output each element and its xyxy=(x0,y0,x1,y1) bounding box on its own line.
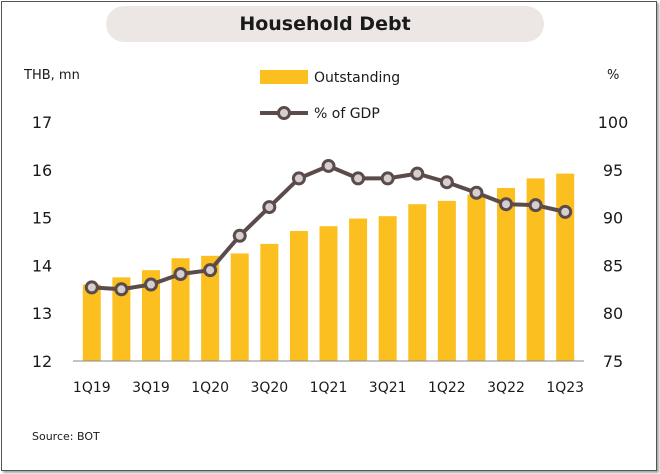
bar-1Q20 xyxy=(201,255,220,361)
gdp-point-4Q20 xyxy=(291,171,306,186)
right-tick-label: 80 xyxy=(603,304,623,323)
bar-4Q20 xyxy=(289,230,308,361)
left-tick-label: 13 xyxy=(32,304,52,323)
gdp-point-1Q20 xyxy=(203,263,218,278)
x-tick-label: 1Q19 xyxy=(73,380,111,396)
bar-2Q19 xyxy=(112,277,131,361)
gdp-point-2Q22 xyxy=(469,185,484,200)
gdp-point-2Q19 xyxy=(114,282,129,297)
bar-1Q22 xyxy=(437,200,456,361)
bar-2Q22 xyxy=(467,194,486,361)
x-tick-label: 3Q19 xyxy=(132,380,170,396)
gdp-point-3Q21 xyxy=(380,171,395,186)
x-tick-label: 3Q20 xyxy=(250,380,288,396)
legend-outstanding: Outstanding xyxy=(314,70,400,86)
x-tick-label: 1Q21 xyxy=(310,380,348,396)
gdp-point-1Q23 xyxy=(558,204,573,219)
bar-4Q19 xyxy=(171,258,190,361)
source-note: Source: BOT xyxy=(32,430,100,443)
legend-gdp: % of GDP xyxy=(314,106,380,122)
gdp-point-4Q21 xyxy=(410,166,425,181)
bar-1Q19 xyxy=(82,284,101,361)
gdp-point-1Q21 xyxy=(321,158,336,173)
gdp-point-2Q21 xyxy=(351,171,366,186)
left-tick-label: 12 xyxy=(32,352,52,371)
right-tick-label: 75 xyxy=(603,352,623,371)
gdp-point-3Q19 xyxy=(143,277,158,292)
legend-bar-swatch xyxy=(260,70,308,84)
bar-3Q21 xyxy=(378,216,397,361)
left-tick-label: 15 xyxy=(32,209,52,228)
left-tick-label: 14 xyxy=(32,256,52,275)
x-tick-label: 3Q22 xyxy=(487,380,525,396)
right-tick-label: 100 xyxy=(598,113,629,132)
left-tick-label: 17 xyxy=(32,113,52,132)
right-tick-label: 90 xyxy=(603,209,623,228)
gdp-point-2Q20 xyxy=(232,228,247,243)
bar-4Q22 xyxy=(526,178,545,361)
bar-2Q20 xyxy=(230,253,249,361)
gdp-point-4Q22 xyxy=(528,198,543,213)
right-tick-label: 95 xyxy=(603,161,623,180)
bar-3Q19 xyxy=(141,270,160,361)
bar-2Q21 xyxy=(349,218,368,361)
gdp-point-4Q19 xyxy=(173,267,188,282)
left-tick-label: 16 xyxy=(32,161,52,180)
bar-1Q21 xyxy=(319,226,338,361)
gdp-point-3Q22 xyxy=(499,197,514,212)
right-axis-title: % xyxy=(607,68,619,83)
x-tick-label: 3Q21 xyxy=(369,380,407,396)
chart-title: Household Debt xyxy=(106,6,544,42)
gdp-point-3Q20 xyxy=(262,200,277,215)
legend-line-marker xyxy=(277,106,291,120)
x-tick-label: 1Q23 xyxy=(546,380,584,396)
bar-1Q23 xyxy=(556,173,575,361)
gdp-point-1Q22 xyxy=(439,175,454,190)
left-axis-title: THB, mn xyxy=(23,68,80,83)
x-tick-label: 1Q20 xyxy=(191,380,229,396)
bar-3Q20 xyxy=(260,243,279,361)
bar-3Q22 xyxy=(497,187,516,361)
right-tick-label: 85 xyxy=(603,256,623,275)
bar-4Q21 xyxy=(408,204,427,361)
gdp-point-1Q19 xyxy=(84,280,99,295)
x-tick-label: 1Q22 xyxy=(428,380,466,396)
